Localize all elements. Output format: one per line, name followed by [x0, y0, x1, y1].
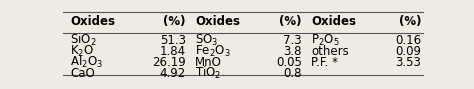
Text: TiO$_2$: TiO$_2$ — [195, 65, 221, 81]
Text: (%): (%) — [399, 15, 421, 28]
Text: Oxides: Oxides — [311, 15, 356, 28]
Text: P.F. *: P.F. * — [311, 56, 338, 69]
Text: (%): (%) — [164, 15, 186, 28]
Text: SO$_3$: SO$_3$ — [195, 33, 219, 48]
Text: 51.3: 51.3 — [160, 34, 186, 47]
Text: Fe$_2$O$_3$: Fe$_2$O$_3$ — [195, 44, 231, 59]
Text: Oxides: Oxides — [195, 15, 240, 28]
Text: (%): (%) — [279, 15, 301, 28]
Text: P$_2$O$_5$: P$_2$O$_5$ — [311, 33, 339, 48]
Text: 0.05: 0.05 — [276, 56, 301, 69]
Text: 7.3: 7.3 — [283, 34, 301, 47]
Text: Oxides: Oxides — [70, 15, 115, 28]
Text: 0.8: 0.8 — [283, 67, 301, 80]
Text: MnO: MnO — [195, 56, 222, 69]
Text: CaO: CaO — [70, 67, 95, 80]
Text: 1.84: 1.84 — [160, 45, 186, 58]
Text: others: others — [311, 45, 349, 58]
Text: 0.16: 0.16 — [395, 34, 421, 47]
Text: K$_2$O: K$_2$O — [70, 44, 94, 59]
Text: SiO$_2$: SiO$_2$ — [70, 32, 97, 48]
Text: 3.53: 3.53 — [395, 56, 421, 69]
Text: Al$_2$O$_3$: Al$_2$O$_3$ — [70, 54, 103, 70]
Text: 26.19: 26.19 — [152, 56, 186, 69]
Text: 0.09: 0.09 — [395, 45, 421, 58]
Text: 4.92: 4.92 — [160, 67, 186, 80]
Text: 3.8: 3.8 — [283, 45, 301, 58]
